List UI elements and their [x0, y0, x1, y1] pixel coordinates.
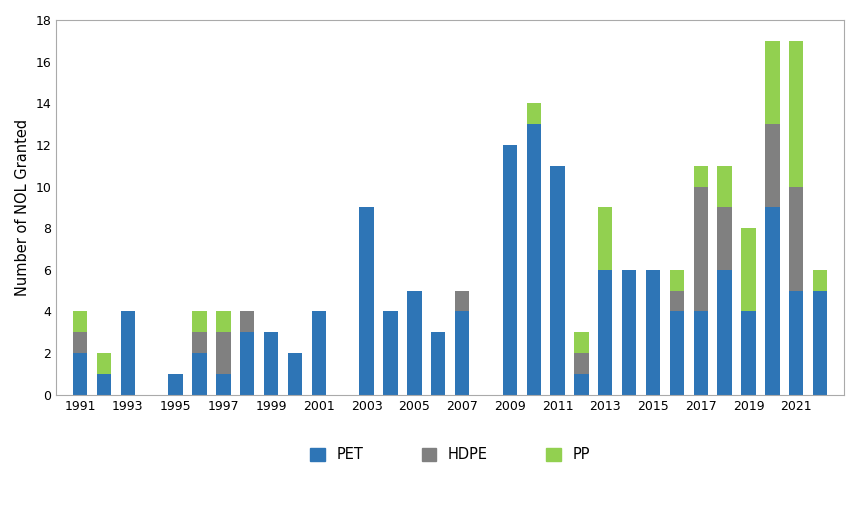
- Bar: [670, 311, 684, 395]
- Bar: [168, 374, 183, 395]
- Bar: [575, 332, 588, 353]
- Bar: [598, 207, 612, 270]
- Bar: [359, 207, 374, 395]
- Y-axis label: Number of NOL Granted: Number of NOL Granted: [15, 119, 30, 296]
- Bar: [622, 270, 637, 395]
- Bar: [765, 41, 780, 124]
- Bar: [789, 186, 803, 291]
- Bar: [813, 270, 827, 291]
- Bar: [216, 311, 230, 332]
- Bar: [598, 270, 612, 395]
- Bar: [192, 311, 207, 332]
- Bar: [216, 332, 230, 374]
- Legend: PET, HDPE, PP: PET, HDPE, PP: [310, 447, 590, 462]
- Bar: [527, 124, 541, 395]
- Bar: [670, 270, 684, 291]
- Bar: [97, 353, 111, 374]
- Bar: [240, 311, 254, 332]
- Bar: [765, 207, 780, 395]
- Bar: [551, 166, 564, 395]
- Bar: [73, 311, 88, 332]
- Bar: [765, 124, 780, 207]
- Bar: [670, 291, 684, 311]
- Bar: [813, 291, 827, 395]
- Bar: [264, 332, 278, 395]
- Bar: [312, 311, 326, 395]
- Bar: [693, 186, 708, 311]
- Bar: [240, 332, 254, 395]
- Bar: [575, 374, 588, 395]
- Bar: [288, 353, 302, 395]
- Bar: [431, 332, 445, 395]
- Bar: [741, 311, 756, 395]
- Bar: [73, 353, 88, 395]
- Bar: [575, 353, 588, 374]
- Bar: [455, 291, 469, 311]
- Bar: [97, 374, 111, 395]
- Bar: [717, 166, 732, 207]
- Bar: [192, 332, 207, 353]
- Bar: [646, 270, 661, 395]
- Bar: [121, 311, 135, 395]
- Bar: [693, 166, 708, 186]
- Bar: [216, 374, 230, 395]
- Bar: [717, 207, 732, 270]
- Bar: [503, 145, 517, 395]
- Bar: [407, 291, 422, 395]
- Bar: [693, 311, 708, 395]
- Bar: [192, 353, 207, 395]
- Bar: [789, 41, 803, 186]
- Bar: [455, 311, 469, 395]
- Bar: [717, 270, 732, 395]
- Bar: [741, 228, 756, 311]
- Bar: [383, 311, 398, 395]
- Bar: [73, 332, 88, 353]
- Bar: [527, 103, 541, 124]
- Bar: [789, 291, 803, 395]
